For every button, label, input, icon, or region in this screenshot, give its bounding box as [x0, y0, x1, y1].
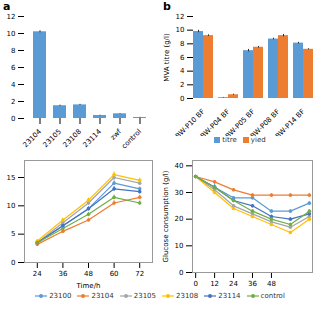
svg-text:72: 72 [135, 270, 144, 278]
svg-text:23108: 23108 [62, 128, 83, 149]
svg-text:6: 6 [180, 54, 185, 62]
html-text:23104: 23104 [91, 292, 114, 300]
svg-text:48: 48 [84, 270, 93, 278]
svg-text:0: 0 [11, 259, 15, 267]
svg-text:control: control [120, 128, 143, 150]
svg-text:10: 10 [176, 26, 185, 34]
svg-text:6: 6 [11, 64, 16, 72]
svg-text:Glucose consumption (g/l): Glucose consumption (g/l) [162, 170, 170, 262]
svg-text:10: 10 [7, 202, 16, 210]
svg-text:8: 8 [180, 40, 184, 48]
html-text:23105: 23105 [133, 292, 156, 300]
html-text:23114: 23114 [218, 292, 241, 300]
svg-text:48: 48 [267, 280, 276, 288]
svg-text:8: 8 [11, 47, 15, 55]
svg-text:40: 40 [175, 162, 184, 170]
svg-text:4: 4 [11, 81, 16, 89]
svg-text:0: 0 [180, 95, 184, 103]
html-text:titre: titre [222, 136, 237, 144]
html-text:23108: 23108 [176, 292, 199, 300]
svg-text:zwf: zwf [109, 127, 123, 141]
svg-text:0: 0 [193, 280, 197, 288]
svg-text:12: 12 [7, 13, 16, 21]
svg-text:30: 30 [175, 189, 184, 197]
svg-text:15: 15 [7, 174, 16, 182]
svg-text:4: 4 [180, 67, 185, 75]
svg-text:10: 10 [7, 30, 16, 38]
svg-text:60: 60 [110, 270, 119, 278]
svg-text:24: 24 [33, 270, 42, 278]
svg-text:20: 20 [175, 215, 184, 223]
svg-text:23104: 23104 [22, 127, 44, 149]
html-text:yied: yied [250, 136, 266, 144]
html-text:b: b [163, 0, 171, 13]
svg-text:10: 10 [175, 242, 184, 250]
svg-text:5: 5 [11, 230, 15, 238]
svg-text:23114: 23114 [82, 127, 104, 149]
svg-text:23105: 23105 [42, 128, 63, 149]
svg-text:Time/h: Time/h [76, 282, 101, 290]
svg-text:12: 12 [210, 280, 219, 288]
svg-text:36: 36 [58, 270, 67, 278]
html-text:a: a [3, 0, 11, 13]
html-text:control: control [260, 292, 285, 300]
svg-text:BW-P14 BF: BW-P14 BF [274, 108, 306, 136]
svg-text:0: 0 [179, 269, 183, 277]
svg-text:0: 0 [11, 115, 15, 123]
svg-text:2: 2 [11, 98, 15, 106]
svg-text:24: 24 [229, 280, 238, 288]
html-text:23100: 23100 [49, 292, 72, 300]
svg-text:2: 2 [180, 81, 184, 89]
svg-text:36: 36 [248, 280, 257, 288]
svg-text:MVA titre (g/l): MVA titre (g/l) [163, 33, 171, 82]
svg-text:12: 12 [176, 13, 185, 21]
